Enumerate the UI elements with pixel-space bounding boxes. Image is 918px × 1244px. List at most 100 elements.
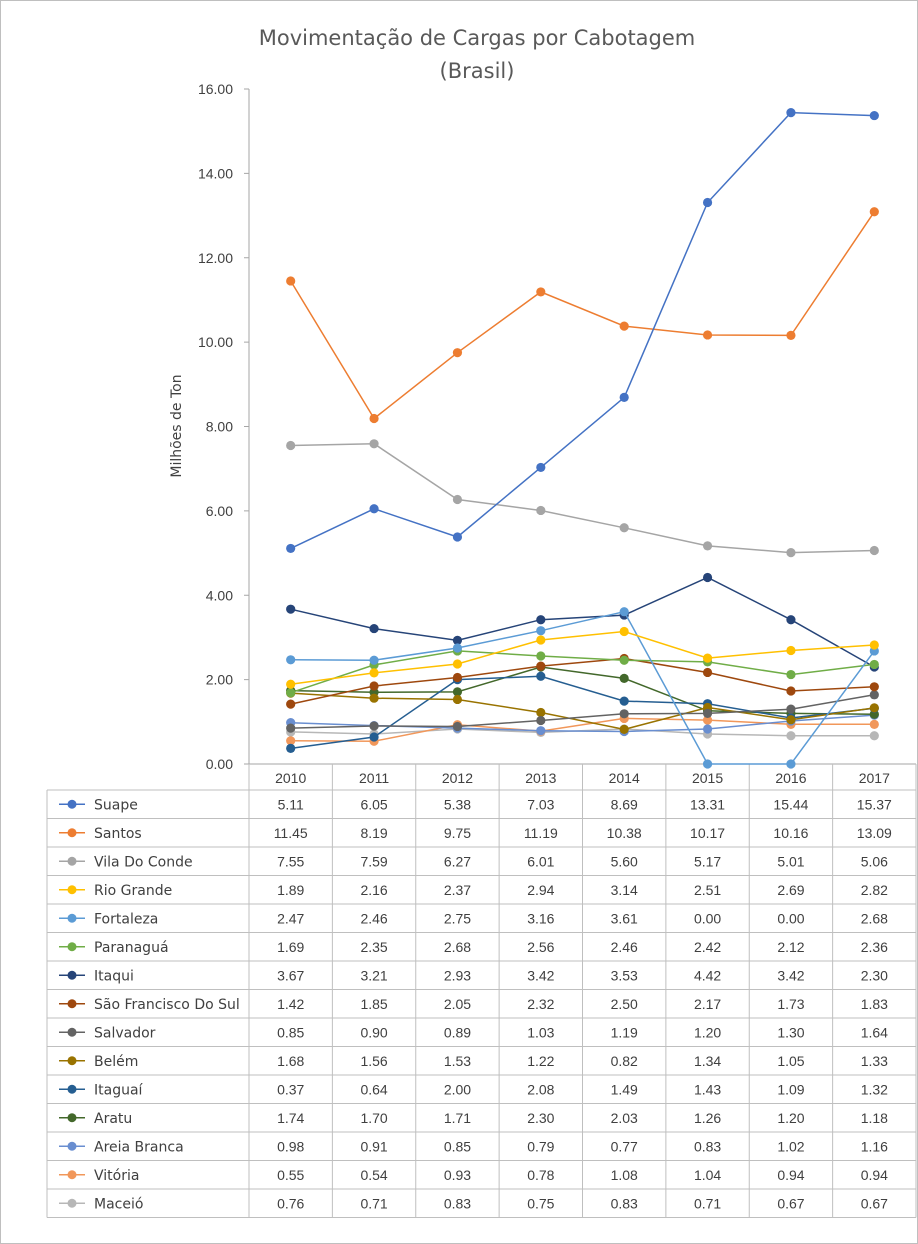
data-point [286, 699, 296, 709]
data-label: 10.16 [773, 825, 808, 841]
data-label: 0.85 [444, 1138, 471, 1154]
data-point [286, 655, 296, 665]
data-point [619, 607, 629, 617]
legend-key-marker [67, 942, 77, 952]
data-label: 7.55 [277, 853, 304, 869]
data-label: 2.68 [861, 910, 888, 926]
data-point [452, 494, 463, 505]
data-point [702, 653, 713, 663]
legend-entry: Itaqui [94, 968, 134, 984]
data-point [369, 693, 379, 703]
legend-entry: Maceió [94, 1196, 143, 1212]
data-point [536, 287, 546, 297]
data-point [286, 543, 296, 554]
data-label: 5.17 [694, 853, 721, 869]
data-label: 2.36 [861, 939, 888, 955]
data-label: 5.38 [444, 796, 471, 812]
data-label: 0.67 [777, 1195, 804, 1211]
data-label: 1.33 [861, 1053, 888, 1069]
data-point [452, 694, 463, 705]
data-label: 2.08 [527, 1081, 554, 1097]
data-label: 1.19 [611, 1024, 638, 1040]
data-point [536, 615, 546, 625]
data-label: 3.53 [611, 967, 638, 983]
data-label: 2.69 [777, 882, 804, 898]
y-tick-label: 6.00 [206, 503, 233, 519]
data-label: 1.32 [861, 1081, 888, 1097]
series-line [290, 630, 875, 686]
data-point [452, 687, 463, 697]
data-point [702, 541, 713, 551]
legend-entry: Fortaleza [94, 911, 158, 927]
data-label: 1.20 [777, 1110, 804, 1126]
data-point [286, 688, 296, 698]
data-point [786, 669, 796, 680]
data-label: 0.83 [694, 1138, 721, 1154]
data-label: 0.37 [277, 1081, 304, 1097]
data-point [369, 413, 379, 424]
data-label: 2.82 [861, 882, 888, 898]
legend-key-marker [67, 828, 77, 838]
data-label: 2.35 [360, 939, 387, 955]
data-label: 1.85 [360, 996, 387, 1012]
data-point [452, 643, 463, 653]
data-point [286, 679, 296, 689]
data-label: 1.26 [694, 1110, 721, 1126]
series-lines [286, 108, 879, 769]
data-point [869, 719, 879, 729]
data-label: 3.67 [277, 967, 304, 983]
data-point [619, 709, 629, 719]
legend-entry: Vila Do Conde [94, 854, 193, 870]
data-label: 2.68 [444, 939, 471, 955]
data-label: 0.83 [444, 1195, 471, 1211]
data-point [286, 723, 296, 733]
series-0 [286, 108, 879, 554]
legend-key-marker [67, 1113, 77, 1123]
data-label: 2.42 [694, 939, 721, 955]
data-label: 1.70 [360, 1110, 387, 1126]
data-point [869, 659, 879, 670]
data-point [786, 686, 796, 696]
data-point [869, 682, 879, 692]
data-point [452, 672, 463, 683]
data-label: 1.04 [694, 1167, 721, 1183]
data-point [786, 715, 796, 725]
series-line [290, 666, 875, 715]
data-label: 3.61 [611, 910, 638, 926]
data-point [286, 743, 296, 753]
series-line [290, 692, 875, 731]
series-2 [286, 439, 879, 558]
data-point [536, 635, 546, 645]
data-point [286, 276, 296, 286]
x-tick-label: 2010 [275, 770, 306, 786]
legend-entry: Santos [94, 826, 142, 842]
data-table: 2010 2011 2012 2013 2014 2015 2016 2017 Suape 5.1… [46, 763, 917, 1218]
data-point [369, 655, 379, 665]
axes: 0.00 2.00 4.00 6.00 8.00 10.00 12.00 14.00 16.00 [198, 81, 250, 772]
data-point [869, 703, 879, 713]
chart-title: Movimentação de Cargas por Cabotagem [259, 26, 696, 50]
data-label: 2.93 [444, 967, 471, 983]
legend-key-marker [67, 999, 77, 1009]
data-point [869, 110, 879, 121]
series-line [290, 211, 875, 420]
data-label: 1.20 [694, 1024, 721, 1040]
data-label: 1.71 [444, 1110, 471, 1126]
data-point [702, 759, 713, 769]
series-3 [286, 626, 879, 689]
data-point [702, 572, 713, 583]
legend-key-marker [67, 913, 77, 923]
data-label: 5.11 [278, 796, 304, 812]
data-label: 2.05 [444, 996, 471, 1012]
legend-key-marker [67, 885, 77, 895]
data-point [619, 696, 629, 706]
x-tick-label: 2013 [525, 770, 556, 786]
data-label: 11.19 [524, 825, 558, 841]
data-label: 2.47 [277, 910, 304, 926]
data-point [619, 673, 629, 683]
data-point [536, 651, 546, 661]
data-label: 15.44 [773, 796, 808, 812]
data-label: 2.03 [611, 1110, 638, 1126]
series-8 [286, 690, 879, 733]
data-label: 0.78 [527, 1167, 554, 1183]
